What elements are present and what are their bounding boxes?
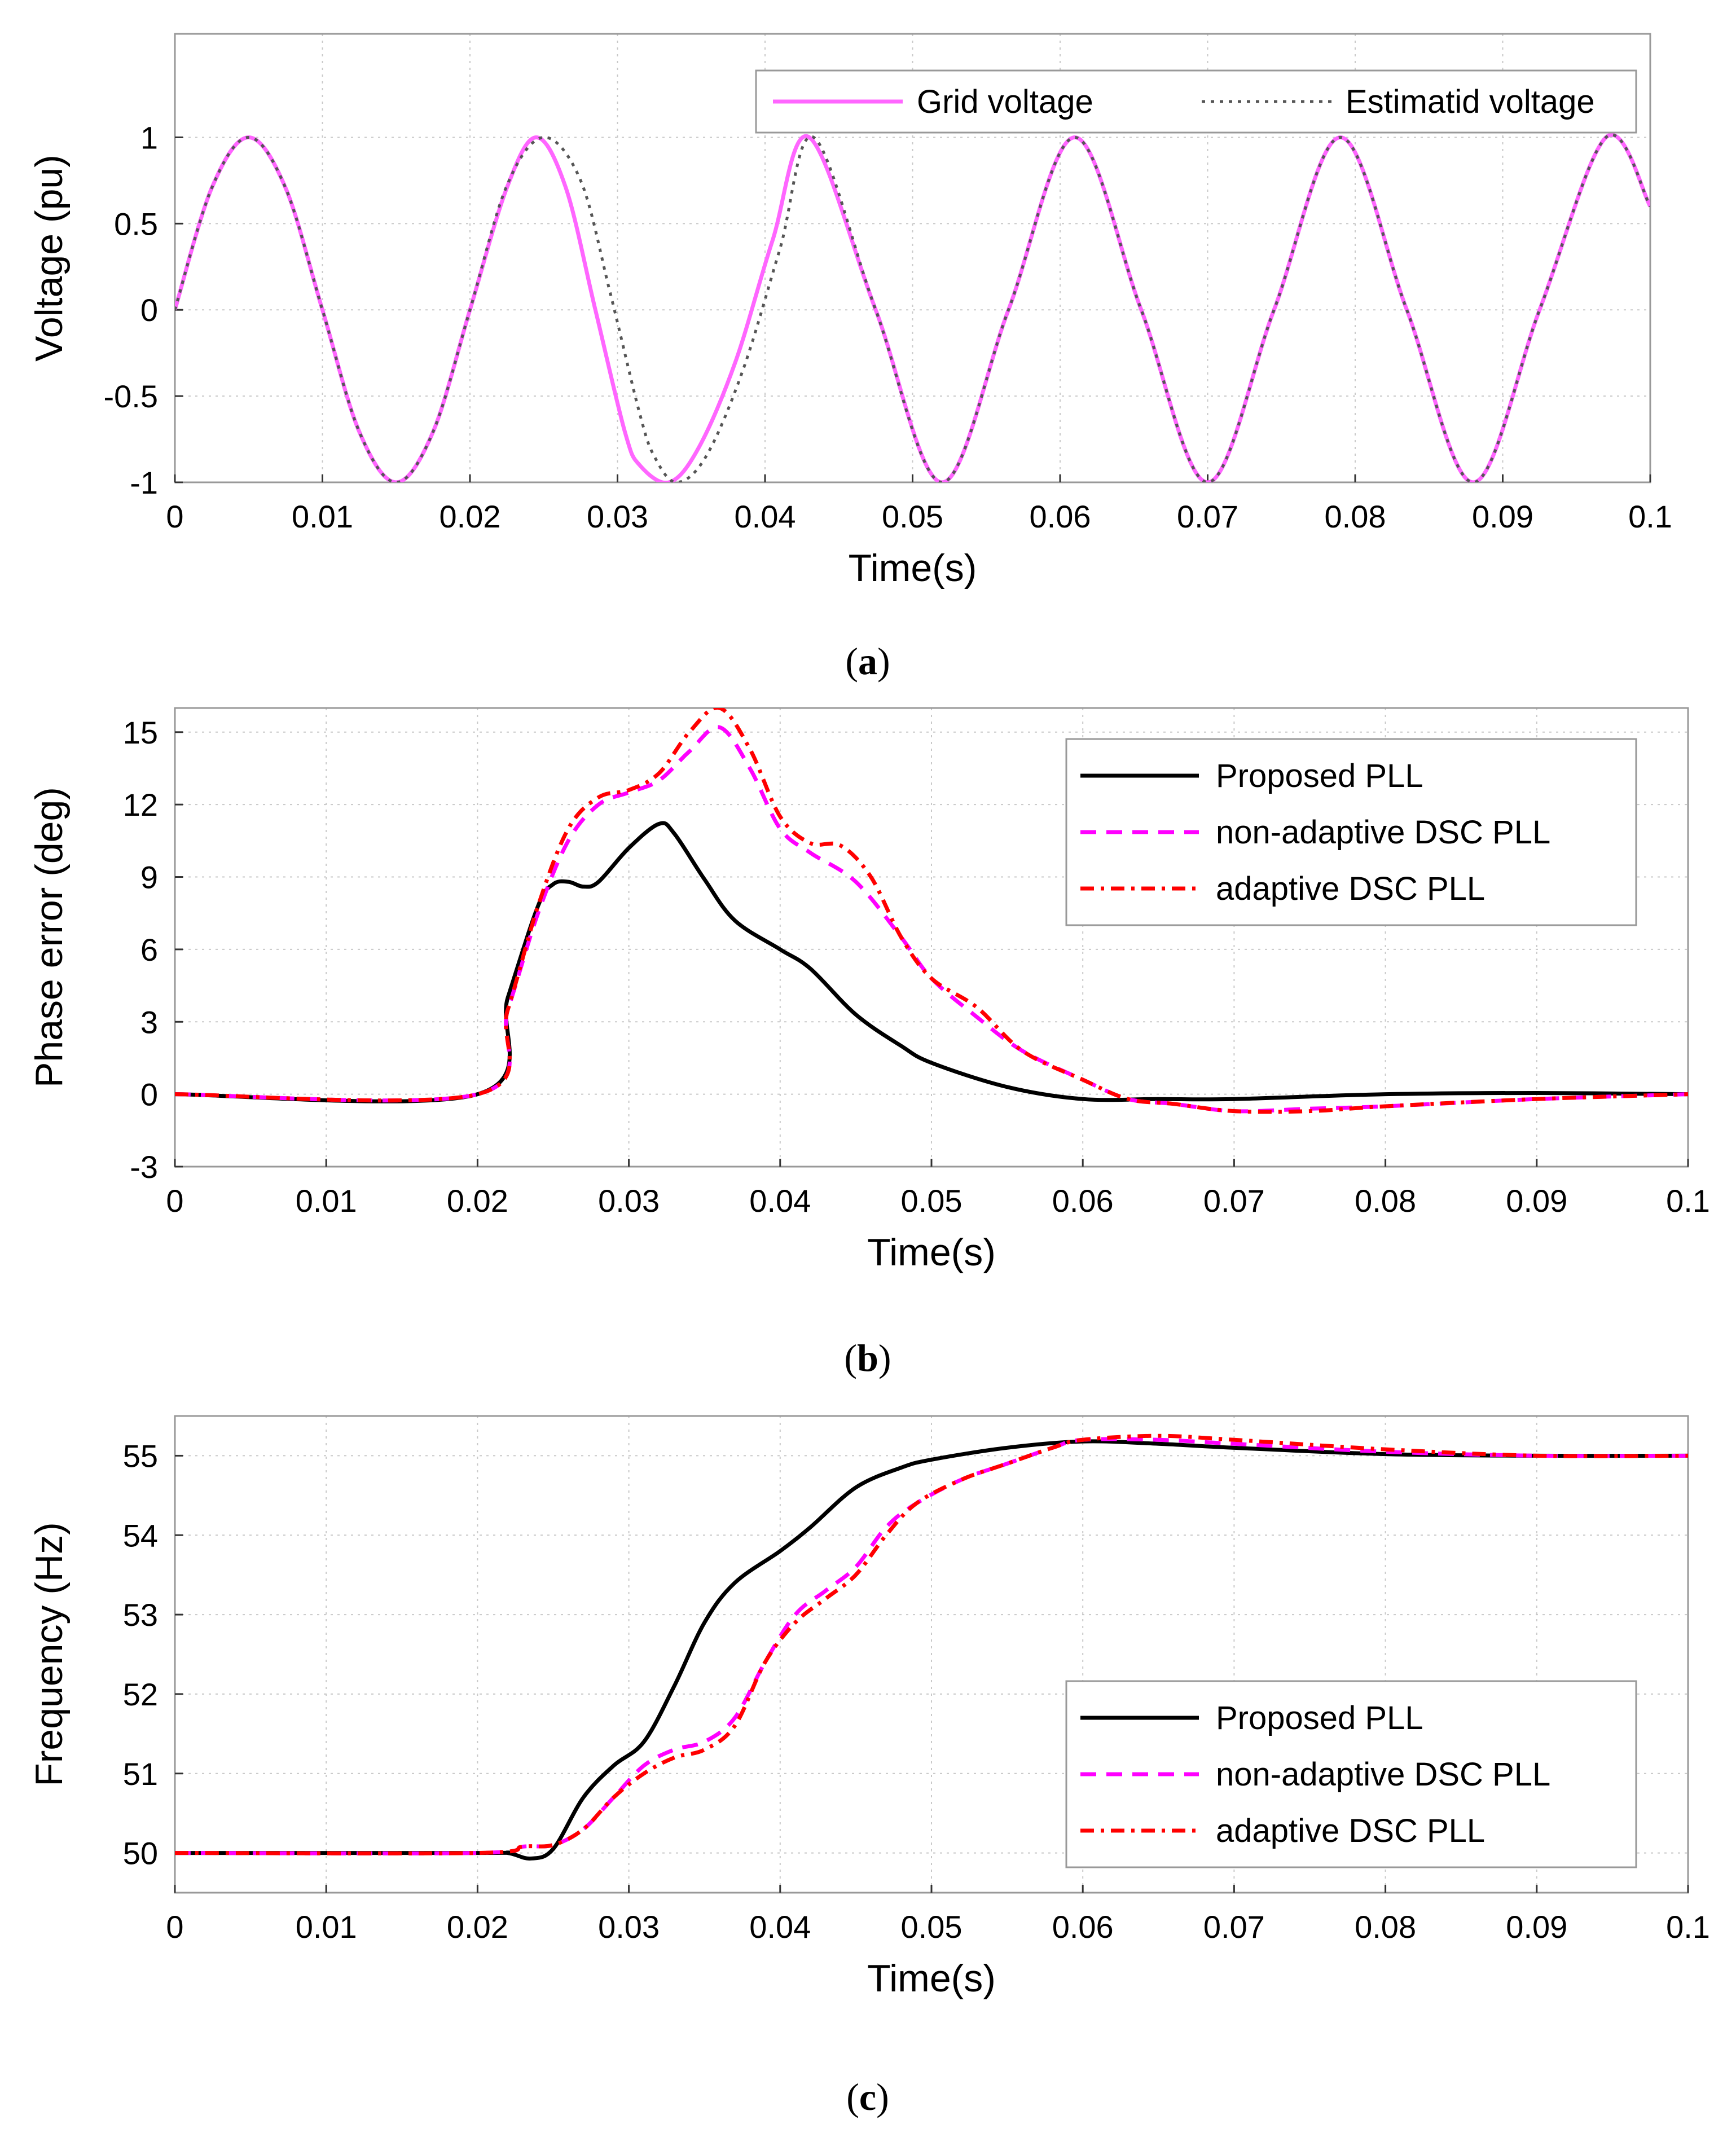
y-tick-label: 0: [140, 292, 158, 328]
y-tick-label: -3: [130, 1149, 158, 1185]
x-axis-label: Time(s): [867, 1231, 996, 1274]
series-line-grid-voltage: [175, 133, 1650, 482]
x-tick-label: 0.01: [292, 499, 353, 534]
subfigure-caption: (b): [844, 1336, 891, 1379]
series-line-non-adaptive-dsc-pll: [175, 1437, 1688, 1855]
series-line-proposed-pll: [175, 821, 1688, 1103]
x-tick-label: 0: [166, 1909, 183, 1945]
x-tick-label: 0.09: [1472, 499, 1533, 534]
legend-label: non-adaptive DSC PLL: [1216, 814, 1550, 851]
legend-label: non-adaptive DSC PLL: [1216, 1756, 1550, 1793]
x-tick-label: 0.07: [1203, 1183, 1265, 1219]
x-tick-label: 0.07: [1203, 1909, 1265, 1945]
y-axis-label: Voltage (pu): [28, 155, 71, 362]
y-tick-label: 52: [123, 1677, 158, 1712]
x-tick-label: 0.02: [447, 1183, 508, 1219]
x-tick-label: 0.09: [1506, 1909, 1567, 1945]
x-tick-label: 0.02: [440, 499, 501, 534]
y-tick-label: 0.5: [114, 206, 158, 241]
x-tick-label: 0.08: [1325, 499, 1386, 534]
x-tick-label: 0.05: [901, 1909, 963, 1945]
legend-label: Proposed PLL: [1216, 1700, 1423, 1736]
y-tick-label: 53: [123, 1597, 158, 1633]
chart-a: 0 0.01 0.02 0.03 0.04 0.05 0.06 0.07 0.08 0.09 0.1…: [28, 33, 1672, 683]
y-tick-label: 9: [140, 860, 158, 895]
y-tick-label: -1: [130, 465, 158, 500]
y-axis-label: Phase error (deg): [28, 787, 71, 1088]
y-tick-label: 6: [140, 932, 158, 967]
x-tick-label: 0.09: [1506, 1183, 1567, 1219]
x-tick-label: 0.04: [749, 1909, 811, 1945]
subfigure-caption: (a): [845, 640, 890, 683]
x-tick-label: 0.01: [296, 1183, 357, 1219]
x-tick-label: 0.01: [296, 1909, 357, 1945]
y-tick-label: -0.5: [104, 379, 159, 414]
x-tick-label: 0: [166, 499, 183, 534]
legend-label: Proposed PLL: [1216, 758, 1423, 794]
chart-c: 0 0.01 0.02 0.03 0.04 0.05 0.06 0.07 0.08 0.09 0.1…: [28, 1415, 1710, 2118]
series-line-estimatid-voltage: [175, 133, 1650, 482]
series-line-proposed-pll: [175, 1439, 1688, 1861]
y-tick-label: 1: [140, 120, 158, 155]
x-tick-label: 0.06: [1052, 1909, 1114, 1945]
x-tick-label: 0.07: [1177, 499, 1238, 534]
x-tick-label: 0.02: [447, 1909, 508, 1945]
x-axis-label: Time(s): [867, 1957, 996, 2000]
x-tick-label: 0.03: [598, 1183, 660, 1219]
x-tick-label: 0: [166, 1183, 183, 1219]
y-tick-label: 3: [140, 1004, 158, 1040]
legend: Proposed PLL non-adaptive DSC PLL adaptive…: [1065, 1680, 1637, 1868]
legend-label: Estimatid voltage: [1346, 83, 1595, 120]
x-tick-label: 0.05: [882, 499, 943, 534]
legend-label: adaptive DSC PLL: [1216, 870, 1485, 907]
series-line-adaptive-dsc-pll: [175, 708, 1688, 1114]
x-tick-label: 0.04: [749, 1183, 811, 1219]
x-tick-label: 0.04: [735, 499, 796, 534]
y-tick-label: 15: [123, 715, 158, 750]
x-tick-label: 0.1: [1666, 1909, 1710, 1945]
y-tick-label: 50: [123, 1836, 158, 1871]
x-tick-label: 0.06: [1052, 1183, 1114, 1219]
x-axis-label: Time(s): [849, 547, 977, 590]
x-tick-label: 0.05: [901, 1183, 963, 1219]
y-tick-label: 12: [123, 787, 158, 823]
x-tick-label: 0.08: [1355, 1909, 1416, 1945]
y-tick-label: 51: [123, 1756, 158, 1792]
x-tick-label: 0.1: [1666, 1183, 1710, 1219]
y-axis-label: Frequency (Hz): [28, 1522, 71, 1787]
legend: Proposed PLL non-adaptive DSC PLL adaptive…: [1065, 738, 1637, 926]
y-tick-label: 54: [123, 1518, 158, 1553]
x-tick-label: 0.1: [1628, 499, 1672, 534]
x-tick-label: 0.03: [598, 1909, 660, 1945]
y-tick-label: 0: [140, 1077, 158, 1112]
legend: Grid voltage Estimatid voltage: [755, 69, 1637, 134]
legend-label: adaptive DSC PLL: [1216, 1813, 1485, 1849]
legend-label: Grid voltage: [917, 83, 1093, 120]
x-tick-label: 0.03: [587, 499, 648, 534]
series-line-adaptive-dsc-pll: [175, 1433, 1688, 1855]
subfigure-caption: (c): [846, 2075, 889, 2118]
x-tick-label: 0.08: [1355, 1183, 1416, 1219]
chart-b: 0 0.01 0.02 0.03 0.04 0.05 0.06 0.07 0.08 0.09 0.1…: [28, 707, 1710, 1379]
x-tick-label: 0.06: [1030, 499, 1091, 534]
y-tick-label: 55: [123, 1438, 158, 1474]
